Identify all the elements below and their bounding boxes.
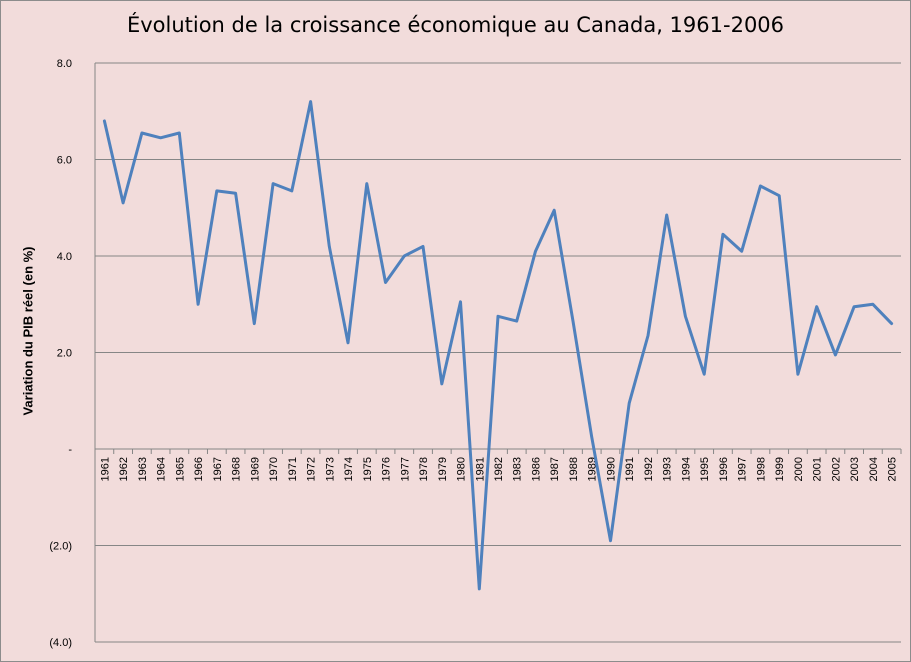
x-tick-label: 1969: [249, 457, 261, 481]
x-tick-label: 1966: [193, 457, 205, 481]
x-tick-label: 1998: [755, 457, 767, 481]
y-tick-label: 6.0: [57, 155, 72, 167]
x-tick-label: 1978: [418, 457, 430, 481]
x-tick-label: 1988: [568, 457, 580, 481]
x-tick-label: 1986: [530, 457, 542, 481]
x-tick-label: 1972: [306, 457, 318, 481]
x-tick-label: 1992: [643, 457, 655, 481]
x-tick-label: 1980: [456, 457, 468, 481]
x-tick-label: 1982: [493, 457, 505, 481]
x-tick-label: 1976: [381, 457, 393, 481]
x-tick-label: 2004: [868, 457, 880, 481]
x-tick-label: 1983: [512, 457, 524, 481]
y-tick-label: (4.0): [49, 637, 72, 649]
x-tick-label: 1968: [231, 457, 243, 481]
x-tick-label: 1961: [99, 457, 111, 481]
y-tick-label: (2.0): [49, 541, 72, 553]
x-tick-label: 2002: [830, 457, 842, 481]
x-tick-label: 1974: [343, 457, 355, 481]
x-tick-label: 1990: [605, 457, 617, 481]
chart-title: Évolution de la croissance économique au…: [126, 13, 785, 37]
x-tick-label: 1987: [549, 457, 561, 481]
x-tick-label: 1977: [399, 457, 411, 481]
y-tick-label: 4.0: [57, 251, 72, 263]
x-tick-label: 1999: [774, 457, 786, 481]
x-tick-label: 2003: [849, 457, 861, 481]
x-tick-label: 1964: [156, 457, 168, 481]
x-tick-label: 1991: [624, 457, 636, 481]
y-tick-label: 8.0: [57, 58, 72, 70]
x-tick-label: 1971: [287, 457, 299, 481]
x-tick-label: 1997: [737, 457, 749, 481]
y-tick-label: -: [68, 444, 72, 456]
series-line: [102, 100, 894, 591]
x-tick-label: 1965: [174, 457, 186, 481]
x-tick-label: 1962: [118, 457, 130, 481]
x-tick-label: 1970: [268, 457, 280, 481]
x-tick-label: 2001: [812, 457, 824, 481]
x-tick-label: 1963: [137, 457, 149, 481]
x-tick-label: 2000: [793, 457, 805, 481]
x-tick-label: 1981: [474, 457, 486, 481]
x-tick-label: 1995: [699, 457, 711, 481]
x-tick-label: 1973: [324, 457, 336, 481]
x-tick-label: 1994: [680, 457, 692, 481]
y-tick-label: 2.0: [57, 348, 72, 360]
x-tick-label: 1979: [437, 457, 449, 481]
x-tick-label: 1975: [362, 457, 374, 481]
x-tick-label: 1996: [718, 457, 730, 481]
x-tick-label: 1993: [662, 457, 674, 481]
x-tick-label: 1967: [212, 457, 224, 481]
x-tick-label: 2005: [887, 457, 899, 481]
